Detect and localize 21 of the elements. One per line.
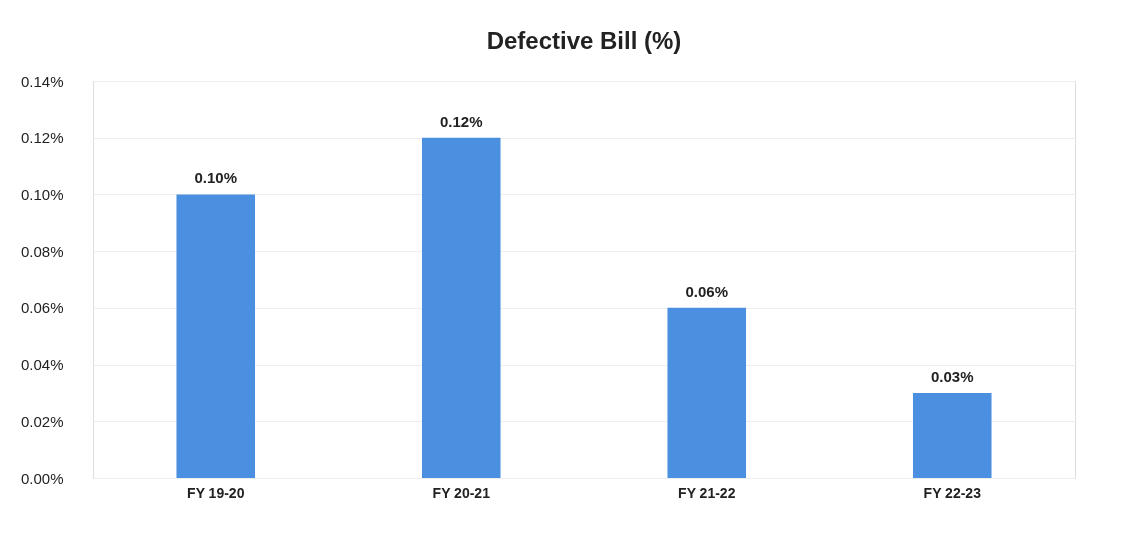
data-label: 0.03% xyxy=(930,367,974,385)
y-tick-label: 0.12% xyxy=(20,129,64,147)
x-tick-label: FY 19-20 xyxy=(187,484,245,501)
bar xyxy=(912,392,992,478)
bar xyxy=(421,137,501,478)
y-tick-label: 0.02% xyxy=(20,412,64,430)
data-label: 0.06% xyxy=(685,282,729,300)
chart-title: Defective Bill (%) xyxy=(486,27,682,54)
bar xyxy=(176,194,256,478)
y-tick-label: 0.00% xyxy=(20,469,64,487)
x-tick-label: FY 22-23 xyxy=(923,484,982,501)
data-label: 0.12% xyxy=(439,112,483,130)
data-label: 0.10% xyxy=(194,169,238,187)
y-tick-label: 0.14% xyxy=(20,72,64,90)
y-tick-label: 0.06% xyxy=(20,299,64,317)
bar xyxy=(667,307,747,478)
y-tick-label: 0.08% xyxy=(20,242,64,260)
y-tick-label: 0.10% xyxy=(20,185,64,203)
x-tick-label: FY 21-22 xyxy=(678,484,736,501)
x-tick-label: FY 20-21 xyxy=(432,484,491,501)
y-tick-label: 0.04% xyxy=(20,356,64,374)
